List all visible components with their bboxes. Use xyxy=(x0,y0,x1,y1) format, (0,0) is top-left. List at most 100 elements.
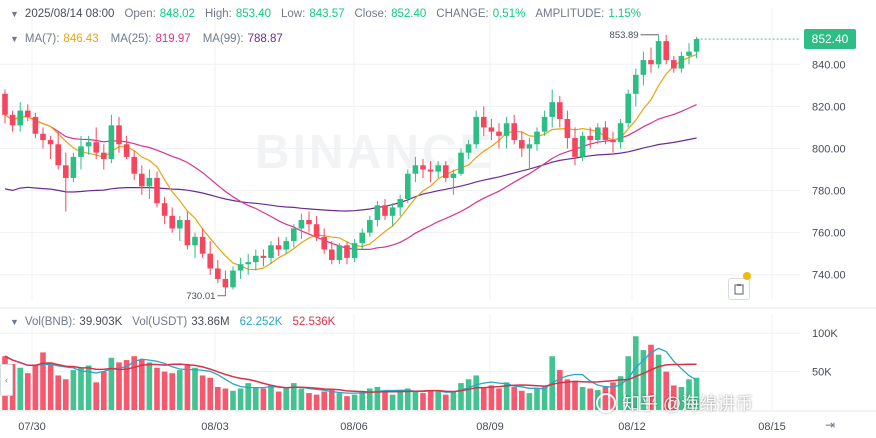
volume-bar xyxy=(268,385,274,410)
candle-body xyxy=(329,249,335,261)
candle-body xyxy=(313,224,320,237)
volume-bar xyxy=(230,390,236,410)
volume-bar xyxy=(648,344,654,410)
volume-bar xyxy=(222,388,229,410)
x-tick-label: 07/30 xyxy=(18,421,46,433)
volume-bar xyxy=(534,388,540,410)
volume-bar xyxy=(633,336,639,410)
candle-body xyxy=(405,173,411,199)
candle-body xyxy=(359,232,365,244)
candle-body xyxy=(131,156,137,174)
volume-bar xyxy=(450,390,457,410)
volume-bar xyxy=(655,354,662,410)
chevron-down-icon[interactable]: ▼ xyxy=(10,317,19,327)
volume-bar xyxy=(131,356,137,410)
candle-body xyxy=(237,264,244,271)
candle-body xyxy=(93,142,99,153)
volume-tick-label: 100K xyxy=(812,328,838,340)
chevron-down-icon[interactable]: ▼ xyxy=(10,9,19,19)
vol-bnb-label: Vol(BNB): xyxy=(24,316,76,328)
x-tick-label: 08/12 xyxy=(618,421,646,433)
volume-bar xyxy=(146,362,153,410)
candle-body xyxy=(154,177,160,204)
x-tick-label: 08/09 xyxy=(476,421,504,433)
scroll-left-button[interactable]: ‹ xyxy=(0,364,13,396)
candle-body xyxy=(47,140,54,145)
volume-tick-label: 50K xyxy=(812,367,832,379)
volume-bar xyxy=(496,388,502,410)
price-tick-label: 780.00 xyxy=(812,186,846,198)
candle-body xyxy=(625,93,631,124)
candle-body xyxy=(633,74,639,94)
candle-body xyxy=(116,125,122,145)
candle-body xyxy=(382,205,388,216)
candle-body xyxy=(640,60,647,75)
candle-body xyxy=(63,165,69,178)
candle-body xyxy=(427,169,434,172)
low-label: Low: xyxy=(281,8,306,20)
candle-body xyxy=(397,198,403,208)
candle-body xyxy=(283,241,289,250)
candle-body xyxy=(344,245,350,258)
volume-bar xyxy=(389,394,396,410)
volume-bar xyxy=(253,386,259,410)
volume-bar xyxy=(443,394,449,410)
source-watermark: 知乎 @海绵讲币 xyxy=(596,390,753,416)
low-price-label: 730.01 xyxy=(186,291,215,302)
candle-body xyxy=(511,123,517,141)
volume-bar xyxy=(481,386,487,410)
candle-body xyxy=(207,253,213,269)
high-price-label: 853.89 xyxy=(610,30,639,41)
candles xyxy=(2,34,700,296)
volume-bar xyxy=(344,396,350,410)
candle-body xyxy=(374,205,381,221)
candle-body xyxy=(458,152,464,174)
vol-ma2-value: 52.536K xyxy=(292,316,336,328)
volume-bar xyxy=(161,371,168,410)
candle-body xyxy=(481,116,487,128)
ma25-value: 819.97 xyxy=(155,33,191,45)
volume-bar xyxy=(488,385,495,410)
volume-bar xyxy=(458,383,464,410)
clipboard-button[interactable] xyxy=(728,278,750,300)
volume-ma-lines xyxy=(4,347,697,394)
volume-ma2-line xyxy=(4,355,697,393)
volume-bar xyxy=(663,371,669,410)
high-label: High: xyxy=(204,8,232,20)
candle-body xyxy=(678,55,685,69)
ma7-line xyxy=(4,53,697,271)
volume-bar xyxy=(511,386,517,410)
volume-bar xyxy=(260,388,267,410)
volume-bar xyxy=(237,388,244,410)
volume-bar xyxy=(382,391,388,410)
volume-bar xyxy=(427,390,434,410)
volume-bar xyxy=(617,376,624,410)
candle-body xyxy=(40,133,46,141)
price-tick-label: 740.00 xyxy=(812,270,846,282)
volume-bar xyxy=(625,356,631,410)
x-tick-label: 08/06 xyxy=(340,421,368,433)
candle-body xyxy=(610,140,616,143)
x-tick-label: 08/03 xyxy=(201,421,229,433)
volume-bar xyxy=(359,390,365,410)
go-to-latest-button[interactable]: ⇥ xyxy=(822,418,838,432)
volume-bar xyxy=(55,375,61,410)
candle-body xyxy=(549,102,555,117)
candle-body xyxy=(298,220,305,229)
last-price-badge: 852.40 xyxy=(804,29,856,49)
ma99-label: MA(99): xyxy=(202,33,244,45)
volume-bar xyxy=(116,362,122,410)
candle-body xyxy=(55,144,61,166)
volume-bar xyxy=(519,390,525,410)
ma7-value: 846.43 xyxy=(63,33,99,45)
volume-ma1-line xyxy=(4,347,697,394)
volume-bar xyxy=(275,391,282,410)
candle-body xyxy=(169,215,175,229)
volume-bar xyxy=(85,365,92,410)
notification-dot xyxy=(743,272,751,280)
chevron-down-icon[interactable]: ▼ xyxy=(10,34,19,44)
volume-bar xyxy=(17,367,23,410)
candle-body xyxy=(25,110,31,117)
volume-bar xyxy=(526,393,533,410)
